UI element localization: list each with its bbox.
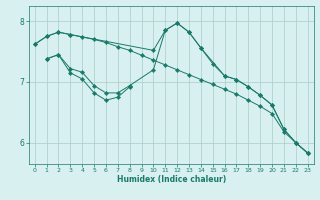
X-axis label: Humidex (Indice chaleur): Humidex (Indice chaleur) (116, 175, 226, 184)
